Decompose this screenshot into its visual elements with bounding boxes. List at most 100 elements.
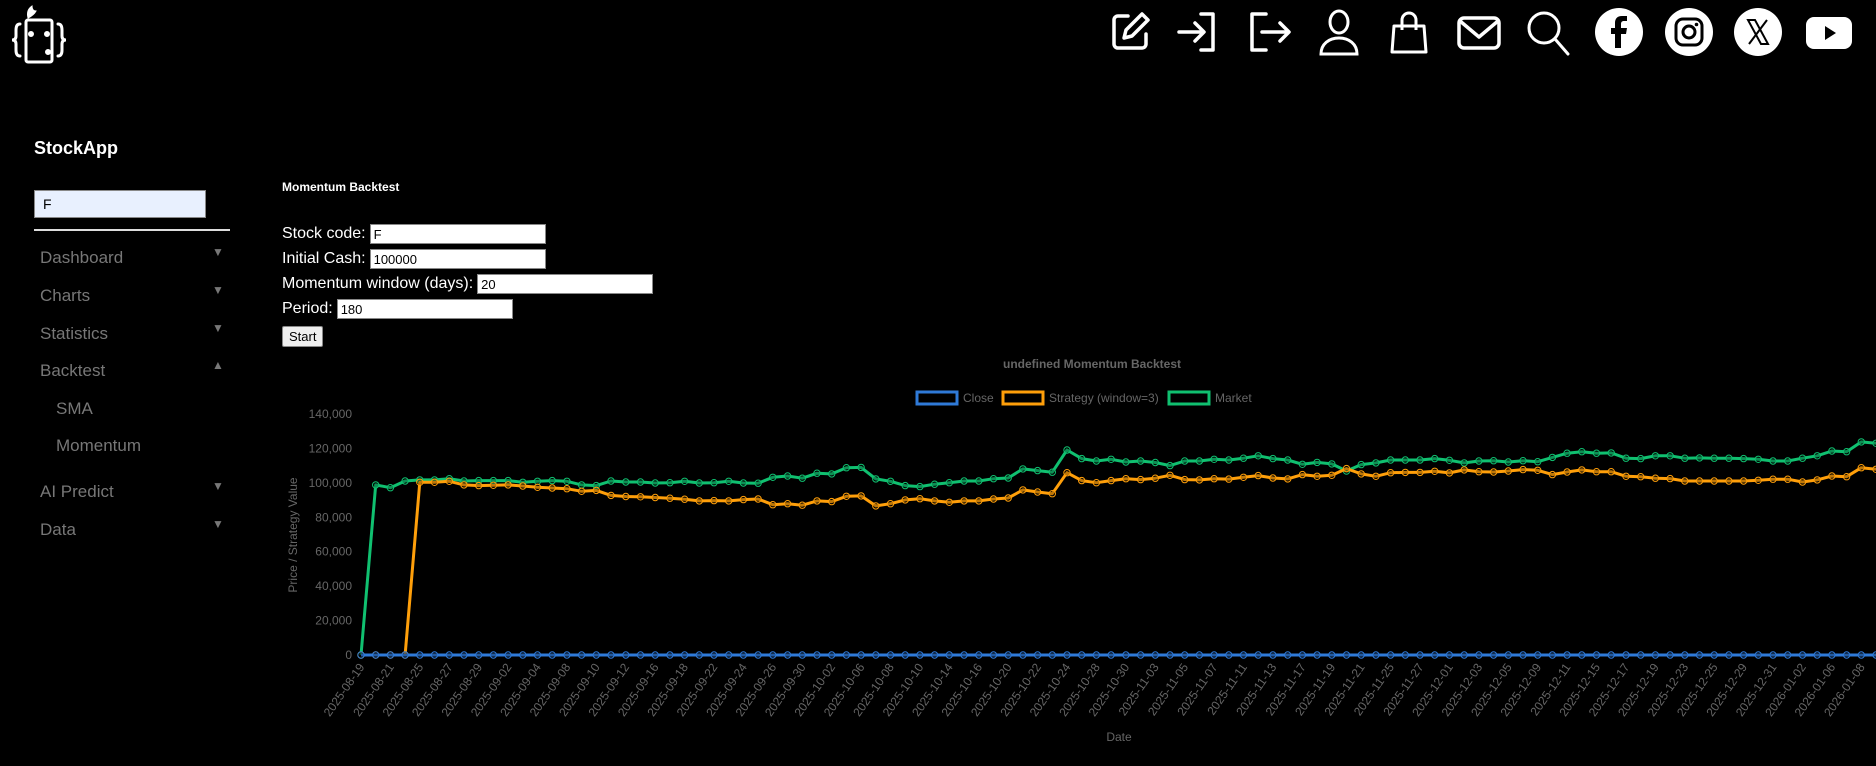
data-point[interactable] xyxy=(842,651,851,659)
data-point[interactable] xyxy=(622,651,630,659)
data-point[interactable] xyxy=(1637,651,1645,659)
stock-code-input[interactable] xyxy=(369,224,546,244)
data-point[interactable] xyxy=(1092,457,1101,465)
data-point[interactable] xyxy=(592,486,600,495)
data-point[interactable] xyxy=(1637,473,1645,481)
data-point[interactable] xyxy=(1225,456,1233,464)
data-point[interactable] xyxy=(1695,477,1704,485)
data-point[interactable] xyxy=(769,473,777,481)
data-point[interactable] xyxy=(1239,473,1248,481)
data-point[interactable] xyxy=(1725,454,1733,462)
data-point[interactable] xyxy=(813,497,821,505)
data-point[interactable] xyxy=(1622,651,1630,659)
data-point[interactable] xyxy=(680,651,689,659)
data-point[interactable] xyxy=(1828,651,1836,659)
data-point[interactable] xyxy=(975,497,983,505)
data-point[interactable] xyxy=(1107,476,1115,485)
data-point[interactable] xyxy=(1666,651,1674,659)
data-point[interactable] xyxy=(1372,651,1380,659)
data-point[interactable] xyxy=(1136,457,1145,465)
legend-item[interactable]: Close xyxy=(915,390,994,406)
data-point[interactable] xyxy=(1519,651,1527,659)
data-point[interactable] xyxy=(1401,468,1410,477)
data-point[interactable] xyxy=(519,651,527,659)
data-point[interactable] xyxy=(1504,467,1513,475)
data-point[interactable] xyxy=(548,484,556,492)
data-point[interactable] xyxy=(960,477,968,485)
data-point[interactable] xyxy=(975,477,983,485)
data-point[interactable] xyxy=(989,651,998,659)
data-point[interactable] xyxy=(1739,651,1748,659)
data-point[interactable] xyxy=(1195,651,1204,659)
data-point[interactable] xyxy=(1019,651,1027,659)
data-point[interactable] xyxy=(828,470,836,478)
legend-item[interactable]: Strategy (window=3) xyxy=(1001,390,1159,406)
data-point[interactable] xyxy=(1298,460,1307,468)
data-point[interactable] xyxy=(489,481,498,489)
data-point[interactable] xyxy=(460,651,468,659)
data-point[interactable] xyxy=(1534,651,1542,659)
data-point[interactable] xyxy=(828,497,836,506)
data-point[interactable] xyxy=(813,651,821,659)
data-point[interactable] xyxy=(1313,472,1321,480)
data-point[interactable] xyxy=(1019,486,1027,494)
data-point[interactable] xyxy=(1092,479,1101,487)
data-point[interactable] xyxy=(1842,651,1851,659)
data-point[interactable] xyxy=(1019,465,1027,473)
data-point[interactable] xyxy=(769,651,777,659)
data-point[interactable] xyxy=(1710,477,1718,485)
data-point[interactable] xyxy=(1210,455,1218,463)
sidebar-item-dashboard[interactable]: Dashboard ▼ xyxy=(40,245,230,268)
data-point[interactable] xyxy=(1813,651,1821,659)
youtube-icon[interactable] xyxy=(1805,8,1853,56)
data-point[interactable] xyxy=(916,482,924,491)
data-point[interactable] xyxy=(1284,456,1292,464)
data-point[interactable] xyxy=(1004,474,1012,482)
data-point[interactable] xyxy=(1181,457,1189,465)
data-point[interactable] xyxy=(1107,455,1115,463)
data-point[interactable] xyxy=(1548,651,1557,659)
data-point[interactable] xyxy=(1769,475,1777,483)
data-point[interactable] xyxy=(1548,453,1557,462)
data-point[interactable] xyxy=(886,477,895,485)
data-point[interactable] xyxy=(563,651,571,659)
data-point[interactable] xyxy=(1813,476,1821,484)
sidebar-item-data[interactable]: Data ▼ xyxy=(40,517,230,540)
data-point[interactable] xyxy=(1181,475,1189,484)
data-point[interactable] xyxy=(945,651,953,659)
data-point[interactable] xyxy=(1416,456,1424,464)
data-point[interactable] xyxy=(1063,651,1071,659)
user-icon[interactable] xyxy=(1315,8,1363,56)
edit-icon[interactable] xyxy=(1106,8,1154,56)
momentum-window-input[interactable] xyxy=(477,274,654,294)
data-point[interactable] xyxy=(1431,651,1439,659)
data-point[interactable] xyxy=(1431,454,1439,463)
data-point[interactable] xyxy=(1151,474,1160,482)
data-point[interactable] xyxy=(769,501,777,509)
data-point[interactable] xyxy=(1784,651,1792,659)
data-point[interactable] xyxy=(1725,477,1733,485)
data-point[interactable] xyxy=(1460,651,1468,659)
data-point[interactable] xyxy=(651,651,659,659)
data-point[interactable] xyxy=(577,481,586,489)
data-point[interactable] xyxy=(1239,454,1248,462)
data-point[interactable] xyxy=(1107,651,1115,659)
data-point[interactable] xyxy=(710,651,718,659)
data-point[interactable] xyxy=(916,495,924,503)
data-point[interactable] xyxy=(710,496,718,505)
data-point[interactable] xyxy=(916,651,924,659)
data-point[interactable] xyxy=(1504,651,1513,659)
data-point[interactable] xyxy=(1857,464,1866,472)
data-point[interactable] xyxy=(1048,468,1057,476)
data-point[interactable] xyxy=(504,481,512,489)
data-point[interactable] xyxy=(1033,651,1042,659)
data-point[interactable] xyxy=(1622,472,1630,480)
data-point[interactable] xyxy=(1489,457,1498,465)
data-point[interactable] xyxy=(945,479,953,487)
data-point[interactable] xyxy=(1284,651,1292,659)
data-point[interactable] xyxy=(607,477,615,485)
data-point[interactable] xyxy=(1357,470,1365,478)
data-point[interactable] xyxy=(695,479,703,487)
data-point[interactable] xyxy=(1166,461,1174,470)
data-point[interactable] xyxy=(872,651,880,659)
